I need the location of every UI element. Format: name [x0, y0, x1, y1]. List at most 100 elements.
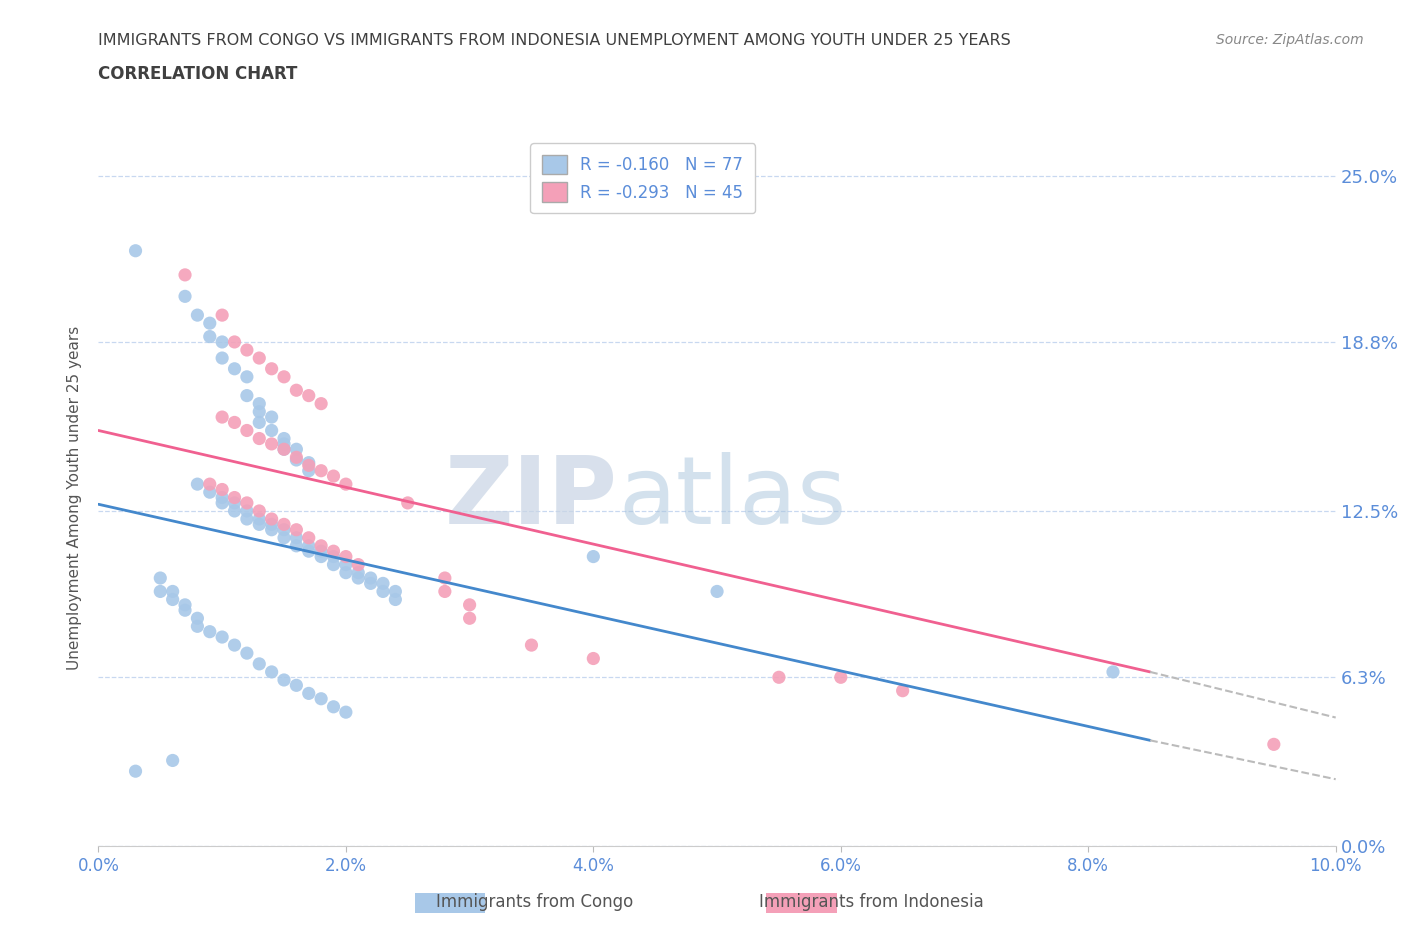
Point: [211, 490, 233, 505]
Point: [211, 482, 233, 497]
Point: [706, 584, 728, 599]
Text: IMMIGRANTS FROM CONGO VS IMMIGRANTS FROM INDONESIA UNEMPLOYMENT AMONG YOUTH UNDE: IMMIGRANTS FROM CONGO VS IMMIGRANTS FROM…: [98, 33, 1011, 47]
Point: [247, 432, 270, 446]
Point: [260, 512, 283, 526]
Point: [298, 456, 321, 471]
Point: [309, 549, 332, 564]
Point: [285, 523, 308, 538]
Point: [211, 351, 233, 365]
Point: [149, 584, 172, 599]
Point: [260, 665, 283, 680]
Point: [224, 503, 246, 518]
Legend: R = -0.160   N = 77, R = -0.293   N = 45: R = -0.160 N = 77, R = -0.293 N = 45: [530, 143, 755, 213]
Point: [211, 335, 233, 350]
Text: Immigrants from Indonesia: Immigrants from Indonesia: [759, 893, 984, 911]
Point: [285, 530, 308, 545]
Point: [384, 584, 406, 599]
Point: [247, 517, 270, 532]
Point: [236, 645, 259, 660]
Point: [582, 549, 605, 564]
Point: [309, 538, 332, 553]
Point: [260, 362, 283, 377]
Point: [224, 496, 246, 511]
Point: [162, 753, 184, 768]
Point: [322, 699, 344, 714]
Point: [298, 538, 321, 553]
Point: [830, 670, 852, 684]
Point: [273, 530, 295, 545]
Point: [224, 490, 246, 505]
Point: [273, 442, 295, 457]
Point: [198, 485, 221, 499]
Point: [371, 584, 394, 599]
Point: [309, 463, 332, 478]
Point: [247, 503, 270, 518]
Point: [224, 335, 246, 350]
Point: [260, 423, 283, 438]
Point: [247, 396, 270, 411]
Point: [211, 409, 233, 424]
Point: [433, 571, 456, 586]
Point: [236, 342, 259, 357]
Text: atlas: atlas: [619, 452, 846, 543]
Point: [273, 672, 295, 687]
Point: [247, 351, 270, 365]
Point: [458, 611, 481, 626]
Point: [198, 316, 221, 331]
Point: [273, 523, 295, 538]
Point: [347, 565, 370, 580]
Point: [198, 329, 221, 344]
Y-axis label: Unemployment Among Youth under 25 years: Unemployment Among Youth under 25 years: [67, 326, 83, 670]
Point: [236, 423, 259, 438]
Point: [298, 458, 321, 472]
Point: [186, 477, 208, 492]
Point: [298, 530, 321, 545]
Point: [124, 244, 146, 259]
Point: [247, 415, 270, 430]
Point: [360, 576, 382, 591]
Point: [285, 450, 308, 465]
Point: [273, 369, 295, 384]
Point: [347, 571, 370, 586]
Point: [211, 630, 233, 644]
Point: [433, 584, 456, 599]
Point: [322, 544, 344, 559]
Point: [298, 388, 321, 403]
Point: [285, 383, 308, 398]
Point: [174, 268, 197, 283]
Point: [396, 496, 419, 511]
Point: [224, 415, 246, 430]
Point: [236, 503, 259, 518]
Point: [260, 436, 283, 451]
Point: [162, 592, 184, 607]
Point: [174, 597, 197, 612]
Point: [224, 638, 246, 653]
Point: [273, 432, 295, 446]
Point: [162, 584, 184, 599]
Point: [124, 764, 146, 778]
Point: [174, 289, 197, 304]
Point: [247, 405, 270, 419]
Point: [186, 308, 208, 323]
Point: [335, 565, 357, 580]
Point: [260, 517, 283, 532]
Point: [322, 549, 344, 564]
Point: [211, 496, 233, 511]
Point: [273, 442, 295, 457]
Text: ZIP: ZIP: [446, 452, 619, 543]
Point: [247, 657, 270, 671]
Point: [1263, 737, 1285, 751]
Point: [384, 592, 406, 607]
Point: [768, 670, 790, 684]
Point: [260, 523, 283, 538]
Point: [174, 603, 197, 618]
Point: [186, 611, 208, 626]
Point: [335, 477, 357, 492]
Point: [347, 557, 370, 572]
Point: [335, 549, 357, 564]
Point: [309, 691, 332, 706]
Point: [520, 638, 543, 653]
Point: [335, 705, 357, 720]
Text: Source: ZipAtlas.com: Source: ZipAtlas.com: [1216, 33, 1364, 46]
Point: [371, 576, 394, 591]
